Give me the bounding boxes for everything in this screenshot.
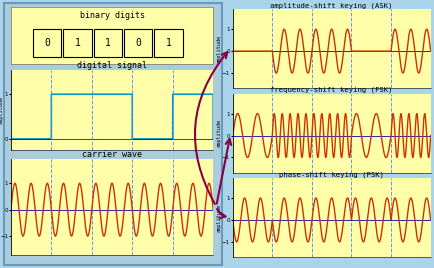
Bar <box>63 29 92 57</box>
Y-axis label: amplitude: amplitude <box>216 35 220 63</box>
Y-axis label: amplitude: amplitude <box>0 96 4 124</box>
Title: amplitude-shift keying (ASK): amplitude-shift keying (ASK) <box>270 2 392 9</box>
Text: 1: 1 <box>165 38 171 48</box>
Y-axis label: amplitude: amplitude <box>216 119 220 147</box>
Text: 0: 0 <box>44 38 50 48</box>
Bar <box>94 29 122 57</box>
Text: 1: 1 <box>105 38 111 48</box>
Bar <box>124 29 152 57</box>
Y-axis label: amplitude: amplitude <box>216 204 220 232</box>
Text: 0: 0 <box>135 38 141 48</box>
Bar <box>33 29 61 57</box>
Bar <box>154 29 182 57</box>
Title: digital signal: digital signal <box>77 61 147 70</box>
Text: 1: 1 <box>75 38 80 48</box>
Text: binary digits: binary digits <box>79 11 144 20</box>
Title: phase-shift keying (PSK): phase-shift keying (PSK) <box>279 171 383 178</box>
Title: frequency-shift keying (FSK): frequency-shift keying (FSK) <box>270 87 392 93</box>
Title: carrier wave: carrier wave <box>82 150 141 159</box>
